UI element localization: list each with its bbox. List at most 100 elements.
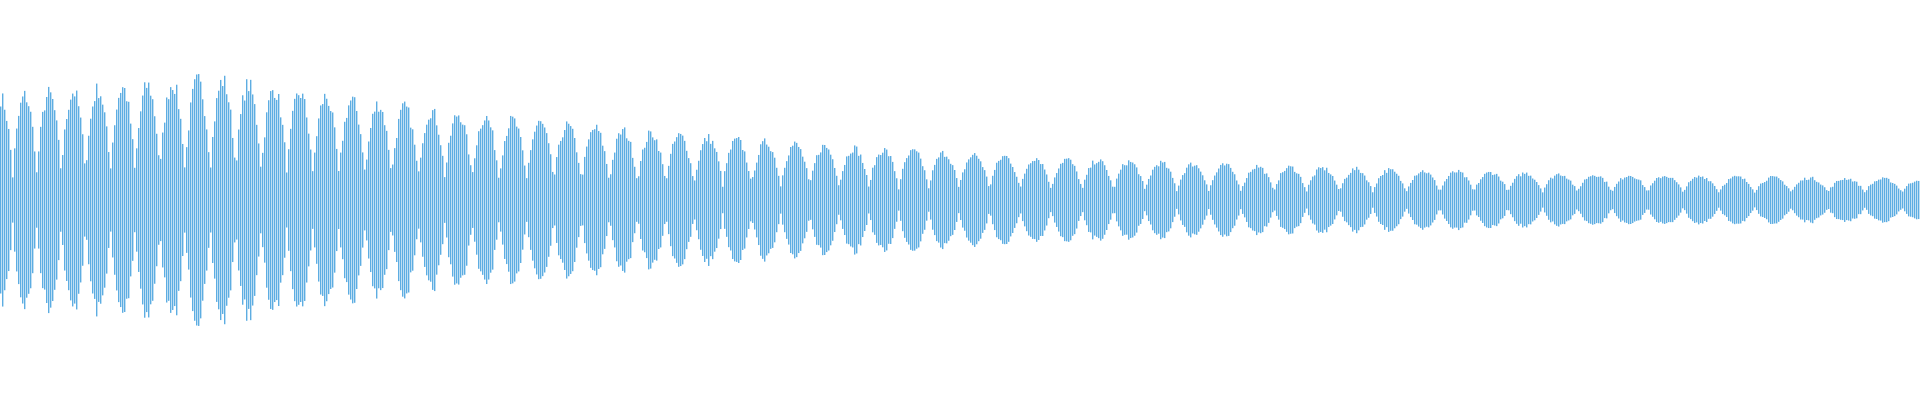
waveform-bar [1030,163,1032,237]
waveform-bar [1824,187,1826,213]
waveform-bar [574,138,576,262]
waveform-bar [858,155,860,245]
waveform-bar [1048,181,1050,219]
waveform-bar [1672,177,1674,223]
waveform-bar [114,125,116,275]
waveform-bar [258,143,260,257]
waveform-bar [872,167,874,233]
waveform-bar [1196,165,1198,235]
waveform-bar [910,150,912,250]
waveform-bar [1156,165,1158,235]
waveform-bar [816,155,818,245]
waveform-bar [182,143,184,257]
waveform-bar [650,131,652,269]
waveform-bar [1254,168,1256,232]
waveform-bar [1590,176,1592,224]
waveform-bar [334,127,336,273]
waveform-bar [1722,185,1724,215]
waveform-bar [1382,175,1384,225]
waveform-bar [1518,174,1520,226]
waveform-bar [1350,172,1352,228]
waveform-bar [720,170,722,230]
waveform-bar [1498,176,1500,224]
waveform-bar [952,165,954,235]
waveform-bar [784,167,786,233]
waveform-bar [918,152,920,248]
waveform-bar [958,186,960,214]
waveform-bar [56,120,58,280]
waveform-bar [564,130,566,270]
waveform-bar [1744,178,1746,222]
waveform-bar [1356,166,1358,234]
waveform-bar [382,111,384,289]
waveform-bar [642,149,644,251]
waveform-bar [1576,190,1578,210]
waveform-bar [196,74,198,326]
waveform-bar [1340,188,1342,212]
waveform-bar [1076,171,1078,229]
waveform-bar [1900,190,1902,210]
waveform-bar [268,100,270,300]
waveform-bar [1236,180,1238,220]
waveform-bar [410,127,412,273]
waveform-bar [762,141,764,259]
waveform-bar [460,122,462,278]
waveform-bar [388,149,390,251]
waveform-bar [480,128,482,272]
waveform-bar [298,95,300,305]
waveform-bar [528,162,530,238]
waveform-bar [1566,178,1568,222]
waveform-bar [1866,190,1868,210]
waveform-bar [1784,184,1786,216]
waveform-bar [206,129,208,271]
waveform-bar [404,101,406,299]
waveform-bar [1856,181,1858,219]
waveform-bar [428,119,430,281]
waveform-bar [524,165,526,235]
waveform-bar [1886,177,1888,223]
waveform-bar [558,144,560,256]
waveform-bar [1782,181,1784,219]
waveform-bar [60,168,62,232]
waveform-bar [452,123,454,277]
waveform-bar [940,152,942,248]
waveform-bar [458,115,460,285]
waveform-bar [254,104,256,296]
waveform-bar [1424,172,1426,228]
waveform-bar [684,140,686,260]
waveform-bar [1468,180,1470,220]
waveform-bar [288,149,290,251]
waveform-bar [518,128,520,272]
waveform-bar [1188,164,1190,236]
waveform-bar [602,145,604,255]
waveform-bar [1364,175,1366,225]
waveform-bar [1024,173,1026,227]
waveform-bar [734,138,736,262]
waveform-bar [1532,178,1534,222]
waveform-bar [1020,186,1022,214]
waveform-bar [420,157,422,243]
waveform-bar [502,155,504,245]
waveform-bar [1724,184,1726,216]
waveform-bar [414,144,416,256]
waveform-bar [58,139,60,261]
waveform-bar [810,180,812,220]
waveform-bar [276,99,278,301]
waveform-bar [690,163,692,237]
waveform-bar [820,152,822,248]
waveform-bar [1848,179,1850,221]
waveform-bar [924,170,926,230]
waveform-bar [1292,166,1294,234]
waveform-bar [1918,180,1920,220]
waveform-bar [250,79,252,321]
waveform-bar [1142,181,1144,219]
waveform-bar [1804,177,1806,223]
waveform-bar [1218,168,1220,232]
waveform-bar [856,146,858,254]
waveform-bar [572,128,574,272]
waveform-bar [1378,178,1380,222]
waveform-bar [1016,176,1018,224]
waveform-bar [1078,179,1080,221]
waveform-bar [1860,185,1862,215]
